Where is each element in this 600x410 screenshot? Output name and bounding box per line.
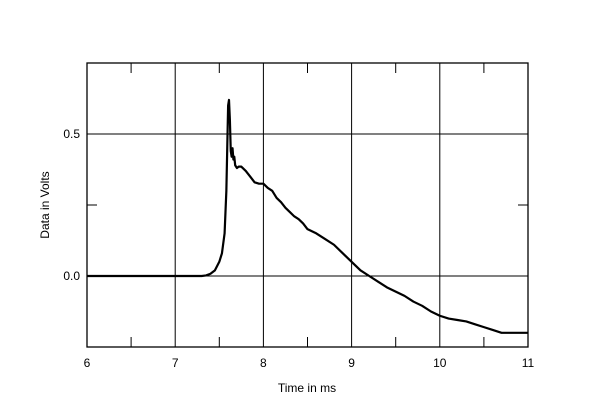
plot-frame bbox=[86, 62, 529, 348]
y-tick-label: 0.5 bbox=[63, 127, 80, 141]
y-axis-label: Data in Volts bbox=[38, 171, 52, 238]
x-axis-label: Time in ms bbox=[278, 381, 336, 395]
y-tick-label: 0.0 bbox=[63, 269, 80, 283]
minor-ticks bbox=[87, 63, 528, 347]
y-tick-labels: 0.0 0.5 bbox=[63, 127, 80, 283]
x-tick-label: 11 bbox=[522, 356, 535, 370]
x-tick-label: 9 bbox=[348, 356, 355, 370]
series-line bbox=[87, 98, 528, 334]
x-tick-label: 10 bbox=[433, 356, 447, 370]
plot-background bbox=[87, 63, 528, 347]
x-tick-labels: 6 7 8 9 10 11 bbox=[84, 356, 535, 370]
x-tick-label: 6 bbox=[84, 356, 91, 370]
x-tick-label: 7 bbox=[172, 356, 179, 370]
x-tick-label: 8 bbox=[260, 356, 267, 370]
